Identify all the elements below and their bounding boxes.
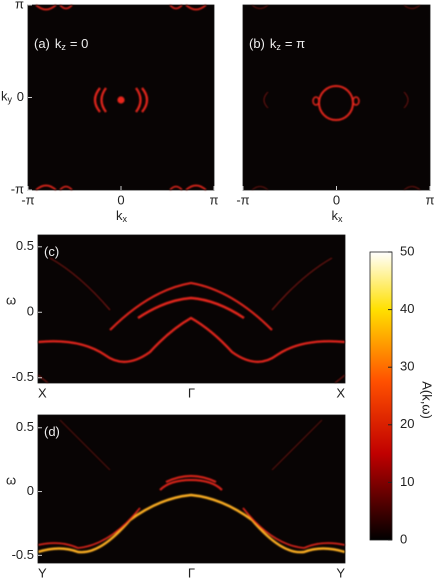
x-tick-label: X <box>336 385 345 400</box>
colorbar-label: A(k,ω) <box>420 381 435 419</box>
label-sub: z <box>276 42 281 52</box>
panel-frame <box>37 234 346 384</box>
x-tick-label: Γ <box>188 565 195 580</box>
y-tick-label: 0.5 <box>16 238 34 253</box>
colorbar-tick-label: 50 <box>400 243 414 258</box>
x-axis-label: kx <box>332 208 344 224</box>
x-tick-label: Γ <box>188 385 195 400</box>
label-rest: = π <box>285 36 305 51</box>
colorbar <box>369 251 393 541</box>
x-tick-label: X <box>38 385 47 400</box>
panel-frame <box>37 414 346 564</box>
label-var: k <box>270 36 277 51</box>
y-tick-label: 0 <box>17 89 24 104</box>
x-tick-label: -π <box>21 192 34 207</box>
panel-label: (b) kz = π <box>249 36 305 52</box>
label-tag: (d) <box>44 424 60 439</box>
label-var: k <box>1 89 8 104</box>
label-var: k <box>332 208 339 223</box>
panel-label: (a) kz = 0 <box>34 36 88 52</box>
label-var: ω <box>6 473 16 488</box>
y-tick-label: 0 <box>27 483 34 498</box>
y-tick-label: -0.5 <box>12 547 34 562</box>
x-tick-label: Y <box>38 565 47 580</box>
panel-bg <box>243 5 430 190</box>
x-tick-label: -π <box>236 192 249 207</box>
y-tick-label: 0.5 <box>16 419 34 434</box>
y-axis-label: ky <box>1 89 13 105</box>
colorbar-tick-label: 20 <box>400 416 414 431</box>
label-tag: (c) <box>44 244 59 259</box>
y-tick-label: -π <box>11 181 24 196</box>
label-tag: (b) <box>249 36 265 51</box>
label-tag: (a) <box>34 36 50 51</box>
panel-label: (c) <box>44 244 59 259</box>
x-tick-label: 0 <box>333 192 340 207</box>
label-var: k <box>55 36 62 51</box>
y-tick-label: π <box>15 0 24 11</box>
y-tick-label: 0 <box>27 304 34 319</box>
label-sub: y <box>8 95 13 105</box>
x-tick-label: π <box>210 192 219 207</box>
label-var: k <box>116 208 123 223</box>
colorbar-tick-label: 0 <box>400 531 407 546</box>
label-var: ω <box>6 293 16 308</box>
panel-bg <box>38 235 345 383</box>
panel-label: (d) <box>44 424 60 439</box>
x-tick-label: 0 <box>117 192 124 207</box>
label-sub: x <box>338 214 343 224</box>
intensity-features <box>35 4 421 554</box>
label-sub: z <box>61 42 66 52</box>
colorbar-tick-label: 10 <box>400 474 414 489</box>
colorbar-tick-label: 30 <box>400 359 414 374</box>
y-axis-label: ω <box>6 293 16 308</box>
y-axis-label: ω <box>6 473 16 488</box>
y-tick-label: -0.5 <box>12 369 34 384</box>
x-tick-label: Y <box>336 565 345 580</box>
x-axis-label: kx <box>116 208 128 224</box>
colorbar-tick-label: 40 <box>400 301 414 316</box>
label-sub: x <box>123 214 128 224</box>
x-tick-label: π <box>426 192 435 207</box>
panel-bg <box>38 415 345 563</box>
label-rest: = 0 <box>70 36 88 51</box>
